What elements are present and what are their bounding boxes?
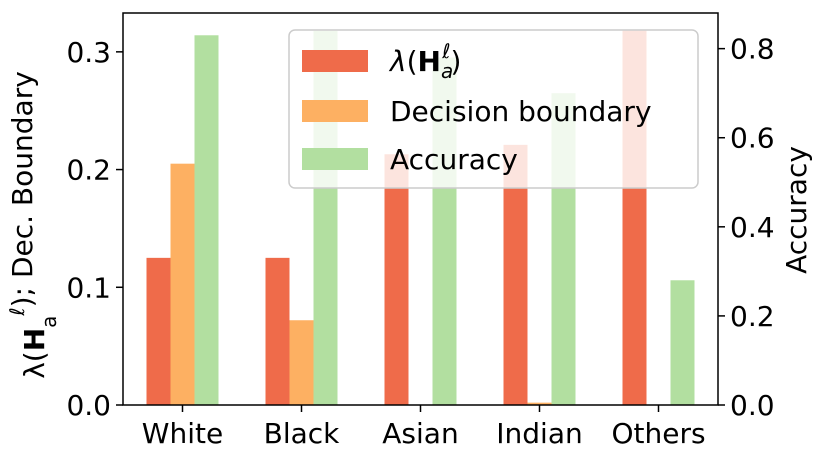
legend-label-lambda: λ(Haℓ) (388, 39, 461, 83)
y-axis-label-left-h: H (18, 328, 51, 351)
y-axis-label-left-lambda: λ( (18, 351, 51, 379)
legend-label-lambda-sup: ℓ (441, 39, 450, 63)
legend-label-decision-boundary: Decision boundary (390, 95, 652, 128)
y-tick-label-left: 0.0 (66, 389, 111, 422)
legend: λ(Haℓ) Decision boundary Accuracy (288, 29, 699, 189)
y-tick-label-right: 0.8 (730, 33, 775, 66)
bar-asian-series-0 (384, 154, 409, 405)
x-tick-label: Asian (382, 417, 458, 450)
bar-indian-series-1 (527, 402, 552, 405)
y-axis-label-left: λ(Haℓ); Dec. Boundary (5, 71, 61, 379)
y-tick-label-right: 0.6 (730, 122, 775, 155)
legend-label-lambda-sub: a (441, 59, 453, 83)
y-tick-label-left: 0.2 (66, 154, 111, 187)
y-tick-label-left: 0.3 (66, 36, 111, 69)
ticks-group: 0.0 0.1 0.2 0.3 0.0 0.2 0.4 0.6 0.8 White Black Asi… (66, 33, 774, 450)
x-tick-label: White (142, 417, 223, 450)
bar-white-series-0 (146, 257, 171, 405)
y-tick-label-right: 0.0 (730, 389, 775, 422)
legend-box (288, 29, 699, 189)
legend-label-lambda-close: ) (450, 45, 461, 78)
x-tick-label: Black (264, 417, 341, 450)
x-tick-label: Others (611, 417, 705, 450)
y-tick-label-left: 0.1 (66, 271, 111, 304)
y-axis-label-right: Accuracy (780, 146, 813, 274)
bar-others-series-2 (670, 280, 695, 405)
y-axis-label-left-sup: ℓ (5, 307, 29, 316)
bar-black-series-1 (289, 320, 314, 405)
y-tick-label-right: 0.4 (730, 211, 775, 244)
legend-label-lambda-paren: ( (407, 45, 418, 78)
y-tick-label-right: 0.2 (730, 300, 775, 333)
legend-swatch-lambda (302, 50, 368, 72)
bar-white-series-1 (170, 163, 195, 405)
bar-black-series-0 (265, 257, 290, 405)
y-axis-label-left-sub: a (37, 316, 61, 328)
bar-white-series-2 (194, 35, 219, 405)
legend-swatch-accuracy (302, 148, 368, 170)
y-axis-label-left-rest: ); Dec. Boundary (6, 71, 39, 307)
legend-label-lambda-open: λ (388, 45, 407, 78)
legend-label-lambda-h: H (418, 45, 441, 78)
legend-label-accuracy: Accuracy (390, 143, 518, 176)
x-tick-label: Indian (496, 417, 582, 450)
legend-swatch-decision-boundary (302, 100, 368, 122)
